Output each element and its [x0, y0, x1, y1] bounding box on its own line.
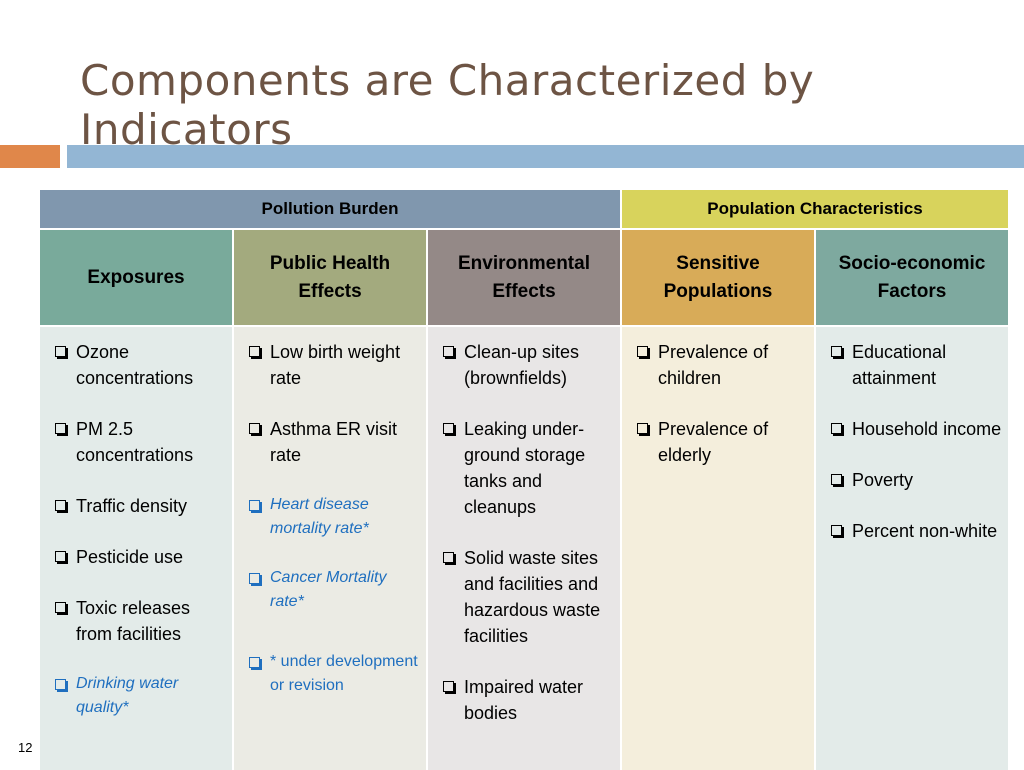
column-body: Educational attainment Household income Po… [816, 327, 1010, 770]
indicator-item: * under development or revision [246, 650, 422, 698]
column-body: Clean-up sites (brownfields) Leaking unde… [428, 327, 622, 770]
header-row: Exposures Public Health Effects Environmen… [40, 230, 1010, 327]
column-body: Low birth weight rate Asthma ER visit rat… [234, 327, 428, 770]
column-header: Environmental Effects [428, 230, 622, 325]
column-body: Ozone concentrations PM 2.5 concentration… [40, 327, 234, 770]
indicator-item: Percent non-white [828, 518, 1004, 544]
indicator-item: Prevalence of children [634, 339, 810, 391]
indicator-item: Asthma ER visit rate [246, 416, 422, 468]
indicator-item: PM 2.5 concentrations [52, 416, 228, 468]
indicator-item: Household income [828, 416, 1004, 442]
page-number: 12 [18, 740, 33, 755]
column-header: Exposures [40, 230, 234, 325]
indicator-item: Impaired water bodies [440, 674, 616, 726]
indicator-item: Cancer Mortality rate* [246, 566, 422, 614]
indicator-item: Toxic releases from facilities [52, 595, 228, 647]
group-header: Population Characteristics [622, 190, 1010, 228]
column-header: Socio-economic Factors [816, 230, 1010, 325]
indicator-item: Leaking under-ground storage tanks and c… [440, 416, 616, 520]
indicator-table: Pollution Burden Population Characteristi… [40, 190, 1010, 770]
column-body: Prevalence of children Prevalence of elde… [622, 327, 816, 770]
indicator-item: Ozone concentrations [52, 339, 228, 391]
body-row: Ozone concentrations PM 2.5 concentration… [40, 327, 1010, 770]
indicator-item: Clean-up sites (brownfields) [440, 339, 616, 391]
divider-bar [67, 145, 1024, 168]
group-header: Pollution Burden [40, 190, 622, 228]
indicator-item: Heart disease mortality rate* [246, 493, 422, 541]
column-header: Sensitive Populations [622, 230, 816, 325]
group-row: Pollution Burden Population Characteristi… [40, 190, 1010, 230]
indicator-item: Low birth weight rate [246, 339, 422, 391]
indicator-item: Poverty [828, 467, 1004, 493]
indicator-item: Solid waste sites and facilities and haz… [440, 545, 616, 649]
indicator-item: Pesticide use [52, 544, 228, 570]
indicator-item: Prevalence of elderly [634, 416, 810, 468]
accent-bar [0, 145, 60, 168]
slide-title: Components are Characterized by Indicato… [80, 56, 815, 154]
indicator-item: Drinking water quality* [52, 672, 228, 720]
indicator-item: Traffic density [52, 493, 228, 519]
column-header: Public Health Effects [234, 230, 428, 325]
indicator-item: Educational attainment [828, 339, 1004, 391]
